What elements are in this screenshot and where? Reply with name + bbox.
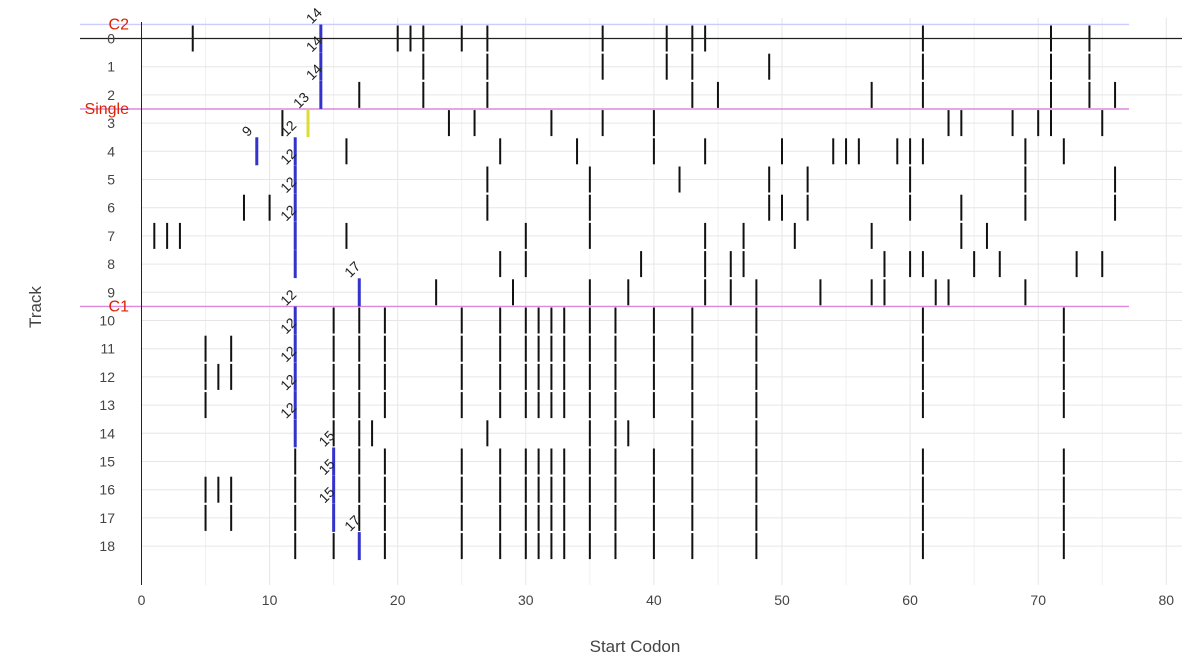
y-tick-label: 16 <box>99 482 115 498</box>
x-tick-label: 30 <box>518 592 534 608</box>
highlight-label: 12 <box>277 286 299 308</box>
y-axis-title: Track <box>26 286 45 328</box>
y-tick-label: 3 <box>107 115 115 131</box>
y-tick-label: 17 <box>99 510 115 526</box>
grid <box>141 18 1182 585</box>
y-tick-label: 5 <box>107 172 115 188</box>
start-codon-marks <box>153 25 1117 560</box>
y-tick-label: 10 <box>99 313 115 329</box>
highlight-label: 9 <box>239 122 256 139</box>
reference-line-label: C2 <box>109 16 130 33</box>
x-tick-label: 70 <box>1030 592 1046 608</box>
x-tick-label: 40 <box>646 592 662 608</box>
y-tick-label: 15 <box>99 454 115 470</box>
x-tick-label: 20 <box>390 592 406 608</box>
highlight-label: 14 <box>303 4 325 26</box>
y-tick-label: 4 <box>107 143 115 159</box>
y-tick-label: 7 <box>107 228 115 244</box>
y-tick-label: 12 <box>99 369 115 385</box>
y-tick-label: 13 <box>99 397 115 413</box>
axes: 0 10 20 30 40 50 60 70 8001234567891011121314151… <box>80 22 1182 608</box>
x-tick-label: 50 <box>774 592 790 608</box>
y-tick-label: 6 <box>107 200 115 216</box>
reference-lines: C2 Single C1 <box>80 16 1129 315</box>
x-tick-label: 60 <box>902 592 918 608</box>
y-tick-label: 8 <box>107 256 115 272</box>
x-tick-label: 0 <box>138 592 146 608</box>
y-tick-label: 14 <box>99 425 115 441</box>
y-tick-label: 1 <box>107 59 115 75</box>
reference-line-label: C1 <box>109 298 130 315</box>
y-tick-label: 0 <box>107 31 115 47</box>
highlight-label: 12 <box>277 117 299 139</box>
y-tick-label: 2 <box>107 87 115 103</box>
highlight-label: 17 <box>341 258 363 280</box>
y-tick-label: 11 <box>100 341 115 357</box>
x-tick-label: 10 <box>262 592 278 608</box>
y-tick-label: 18 <box>99 538 115 554</box>
y-tick-label: 9 <box>107 284 115 300</box>
x-tick-label: 80 <box>1159 592 1175 608</box>
highlight-label: 13 <box>290 89 312 111</box>
reference-line-label: Single <box>85 101 130 118</box>
x-axis-title: Start Codon <box>590 637 681 656</box>
